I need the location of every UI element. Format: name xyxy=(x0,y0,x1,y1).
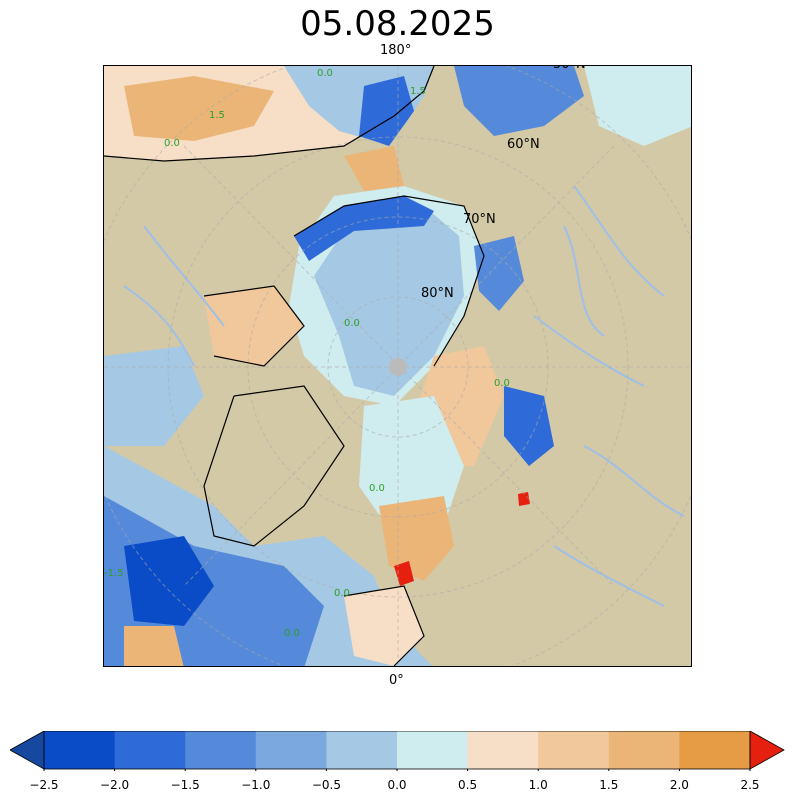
ocean-norwegian-hotspot xyxy=(394,561,414,586)
colorbar-tick-label: −0.5 xyxy=(311,778,341,792)
contour-label: 0.0 xyxy=(344,318,360,329)
ocean-north-atlantic-coldest xyxy=(124,536,214,626)
longitude-label-top: 180° xyxy=(380,43,412,58)
colorbar-segment xyxy=(326,731,398,769)
contour-label: 1.5 xyxy=(410,86,426,97)
colorbar-segments xyxy=(44,731,751,769)
colorbar-segment xyxy=(467,731,539,769)
colorbar-tick-label: 2.5 xyxy=(740,778,760,792)
colorbar-tick-label: 0.5 xyxy=(458,778,478,792)
rivers xyxy=(123,185,685,607)
ocean-laptev-warm xyxy=(344,146,404,191)
contour-label: 0.0 xyxy=(334,588,350,599)
contour-label: 0.0 xyxy=(317,68,333,79)
contour-label: 0.0 xyxy=(284,628,300,639)
colorbar-segment xyxy=(679,731,751,769)
colorbar-tick-label: −1.0 xyxy=(241,778,271,792)
contour-label: 0.0 xyxy=(494,378,510,389)
contour-label: 1.5 xyxy=(209,110,225,121)
polar-map: 50°N 60°N 70°N 80°N 0.0 1.5 1.5 0.0 0.0 … xyxy=(103,65,692,667)
colorbar xyxy=(10,731,785,771)
colorbar-tick-label: −2.0 xyxy=(100,778,130,792)
ocean-anomaly-pacific-warm xyxy=(124,76,274,141)
latitude-label-70n: 70°N xyxy=(463,212,496,227)
colorbar-segment xyxy=(397,731,469,769)
colorbar-ticks xyxy=(43,769,751,771)
colorbar-tick-label: 2.0 xyxy=(669,778,689,792)
ocean-arctic-cool xyxy=(314,206,464,396)
longitude-label-bottom: 0° xyxy=(389,673,404,688)
colorbar-tick-label: −1.5 xyxy=(170,778,200,792)
colorbar-segment xyxy=(185,731,257,769)
colorbar-extend-high xyxy=(749,731,785,770)
ocean-siberian-cold xyxy=(474,236,524,311)
ocean-anomaly-sea-of-okhotsk xyxy=(454,66,584,136)
colorbar-tick-label: −2.5 xyxy=(29,778,59,792)
colorbar-tick-label: 1.5 xyxy=(599,778,619,792)
colorbar-segment xyxy=(114,731,186,769)
ocean-anomaly-japan-sea xyxy=(584,66,691,146)
land-greenland xyxy=(204,386,344,546)
ocean-kara-cold xyxy=(504,386,554,466)
latitude-label-50n: 50°N xyxy=(553,66,586,73)
coastlines xyxy=(104,66,485,666)
contour-label: -1.5 xyxy=(104,568,124,579)
map-title: 05.08.2025 xyxy=(300,4,495,44)
ocean-arctic-cold-ring xyxy=(294,196,434,261)
colorbar-tick-label: 1.0 xyxy=(528,778,548,792)
colorbar-tick-label: 0.0 xyxy=(387,778,407,792)
latitude-label-60n: 60°N xyxy=(507,137,540,152)
colorbar-segment xyxy=(538,731,610,769)
contour-label: 0.0 xyxy=(164,138,180,149)
latitude-label-80n: 80°N xyxy=(421,286,454,301)
colorbar-segment xyxy=(44,731,116,769)
ocean-hudson-bay xyxy=(104,346,204,446)
ocean-north-sea-warm xyxy=(344,586,424,666)
colorbar-extend-low xyxy=(10,731,45,770)
ocean-white-sea-hotspot xyxy=(518,492,530,506)
colorbar-segment xyxy=(255,731,327,769)
polar-map-canvas xyxy=(104,66,691,666)
ocean-southwest-warm xyxy=(124,626,184,666)
contour-label: 0.0 xyxy=(369,483,385,494)
north-pole-marker xyxy=(389,358,407,376)
colorbar-segment xyxy=(608,731,680,769)
